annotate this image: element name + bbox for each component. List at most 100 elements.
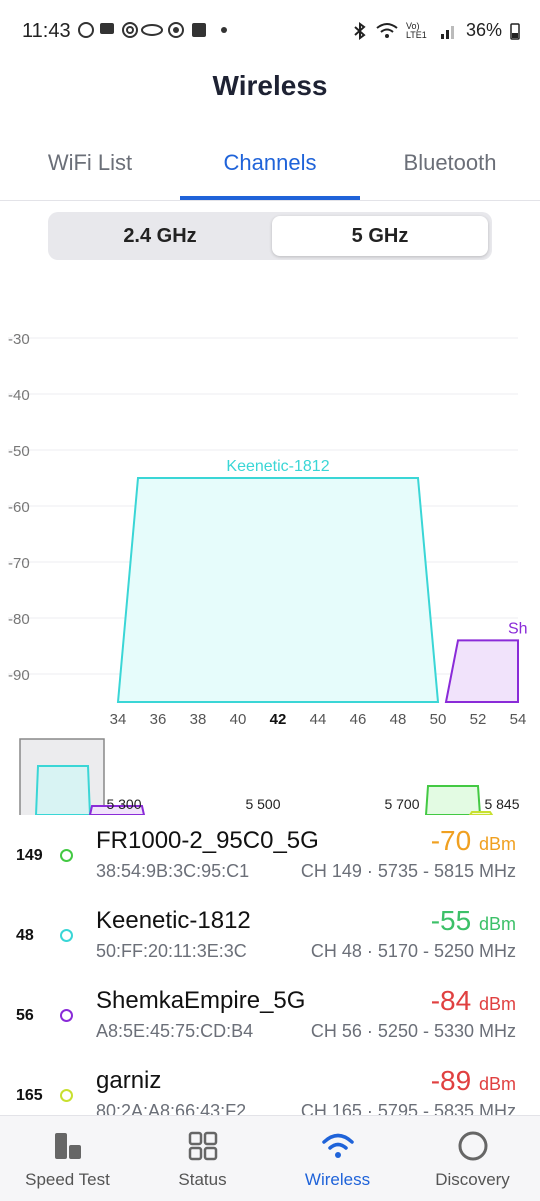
nav-discovery[interactable]: Discovery <box>405 1128 540 1190</box>
bottom-nav: Speed Test Status Wireless Discovery <box>0 1115 540 1201</box>
y-tick-label: -80 <box>8 611 30 628</box>
network-curve-label: Keenetic-1812 <box>226 458 329 475</box>
nav-label: Speed Test <box>25 1170 110 1189</box>
band-selector: 2.4 GHz 5 GHz <box>48 212 492 260</box>
y-tick-label: -40 <box>8 387 30 404</box>
network-list: 149 FR1000-2_95C0_5G 38:54:9B:3C:95:C1 C… <box>0 815 540 1115</box>
network-signal: -89 dBm <box>431 1065 516 1097</box>
network-channel-info: CH 165 · 5795 - 5835 MHz <box>300 1101 516 1115</box>
network-mac: 50:FF:20:11:3E:3C <box>96 941 247 961</box>
x-tick-label: 34 <box>110 711 127 728</box>
network-mac: A8:5E:45:75:CD:B4 <box>96 1021 254 1041</box>
overview-garniz <box>468 811 494 815</box>
y-tick-label: -70 <box>8 555 30 572</box>
signal-unit: dBm <box>478 994 516 1014</box>
x-tick-label: 44 <box>310 711 327 728</box>
signal-value: -55 <box>430 905 472 936</box>
overview-shemka <box>88 805 146 815</box>
network-curve-shemkaempire-5g <box>444 639 519 703</box>
x-tick-label: 40 <box>230 711 247 728</box>
y-tick-label: -60 <box>8 499 30 516</box>
network-channel-info: CH 48 · 5170 - 5250 MHz <box>310 941 516 961</box>
tab-bar: WiFi List Channels Bluetooth <box>0 130 540 201</box>
overview-label: 5 700 <box>384 796 419 812</box>
tab-bluetooth[interactable]: Bluetooth <box>403 150 497 175</box>
overview-keenetic <box>34 765 92 815</box>
nav-status[interactable]: Status <box>135 1128 270 1190</box>
network-channel-info: CH 149 · 5735 - 5815 MHz <box>300 861 516 881</box>
network-channel: 149 <box>16 847 43 864</box>
signal-value: -89 <box>430 1065 472 1096</box>
network-curve-label: Sh <box>508 620 528 637</box>
battery-text: 36% <box>465 20 502 40</box>
channel-chart: -30 -40 -50 -60 -70 -80 -90 Keenetic-1812 Sh 34 36… <box>8 331 528 728</box>
tab-channels[interactable]: Channels <box>223 150 317 175</box>
notification-icons <box>78 20 228 45</box>
x-tick-label: 54 <box>510 711 527 728</box>
nav-label: Status <box>178 1170 227 1189</box>
y-tick-label: -90 <box>8 667 30 684</box>
discovery-icon <box>405 1128 540 1164</box>
network-color-dot <box>60 1009 73 1022</box>
network-mac: 80:2A:A8:66:43:F2 <box>96 1101 247 1115</box>
signal-unit: dBm <box>478 914 516 934</box>
network-color-dot <box>60 849 73 862</box>
band-5ghz-button[interactable]: 5 GHz <box>272 216 488 256</box>
nav-wireless[interactable]: Wireless <box>270 1128 405 1190</box>
x-tick-label: 36 <box>150 711 167 728</box>
system-icons: Vo) LTE1 36% <box>352 20 520 41</box>
network-channel: 48 <box>16 927 34 944</box>
status-grid-icon <box>135 1128 270 1164</box>
overview-fr1000 <box>424 785 482 815</box>
network-row[interactable]: 165 garniz 80:2A:A8:66:43:F2 CH 165 · 57… <box>0 1055 540 1115</box>
network-curve-keenetic-1812 <box>116 477 440 703</box>
nav-label: Discovery <box>435 1170 510 1189</box>
network-signal: -84 dBm <box>431 985 516 1017</box>
status-time: 11:43 <box>22 20 71 42</box>
wifi-status-icon <box>376 22 398 38</box>
overview-label: 5 500 <box>245 796 280 812</box>
band-2-4ghz-button[interactable]: 2.4 GHz <box>123 225 197 247</box>
network-row[interactable]: 48 Keenetic-1812 50:FF:20:11:3E:3C CH 48… <box>0 895 540 975</box>
speed-test-icon <box>0 1128 135 1164</box>
network-mac: 38:54:9B:3C:95:C1 <box>96 861 250 881</box>
x-tick-label: 38 <box>190 711 207 728</box>
signal-icon <box>440 25 454 39</box>
network-channel-info: CH 56 · 5250 - 5330 MHz <box>310 1021 516 1041</box>
status-bar: 11:43 Vo) LTE1 36% <box>0 0 540 62</box>
network-channel: 165 <box>16 1087 43 1104</box>
wifi-icon <box>270 1128 405 1164</box>
network-ssid: garniz <box>96 1067 162 1094</box>
nav-label: Wireless <box>304 1170 371 1189</box>
signal-unit: dBm <box>478 1074 516 1094</box>
network-color-dot <box>60 1089 73 1102</box>
network-row[interactable]: 149 FR1000-2_95C0_5G 38:54:9B:3C:95:C1 C… <box>0 815 540 895</box>
battery-icon <box>510 22 520 40</box>
overview-label: 5 845 <box>484 796 519 812</box>
network-channel: 56 <box>16 1007 34 1024</box>
network-color-dot <box>60 929 73 942</box>
signal-unit: dBm <box>478 834 516 854</box>
page-title: Wireless <box>212 70 328 101</box>
active-tab-indicator <box>180 196 360 200</box>
tab-wifi-list[interactable]: WiFi List <box>47 150 133 175</box>
network-signal: -70 dBm <box>431 825 516 857</box>
y-tick-label: -30 <box>8 331 30 348</box>
network-row[interactable]: 56 ShemkaEmpire_5G A8:5E:45:75:CD:B4 CH … <box>0 975 540 1055</box>
network-ssid: Keenetic-1812 <box>96 907 251 934</box>
network-ssid: ShemkaEmpire_5G <box>96 987 306 1014</box>
x-tick-label: 52 <box>470 711 487 728</box>
bluetooth-icon <box>354 21 366 40</box>
frequency-overview[interactable]: 5 300 5 500 5 700 5 845 <box>0 735 540 815</box>
x-tick-label: 42 <box>270 711 287 728</box>
x-tick-label: 46 <box>350 711 367 728</box>
network-signal: -55 dBm <box>431 905 516 937</box>
overview-label: 5 300 <box>106 796 141 812</box>
network-ssid: FR1000-2_95C0_5G <box>96 827 319 854</box>
nav-speed-test[interactable]: Speed Test <box>0 1128 135 1190</box>
y-tick-label: -50 <box>8 443 30 460</box>
network-type: Vo) LTE1 <box>405 20 427 40</box>
signal-value: -70 <box>430 825 472 856</box>
x-tick-label: 48 <box>390 711 407 728</box>
x-tick-label: 50 <box>430 711 447 728</box>
